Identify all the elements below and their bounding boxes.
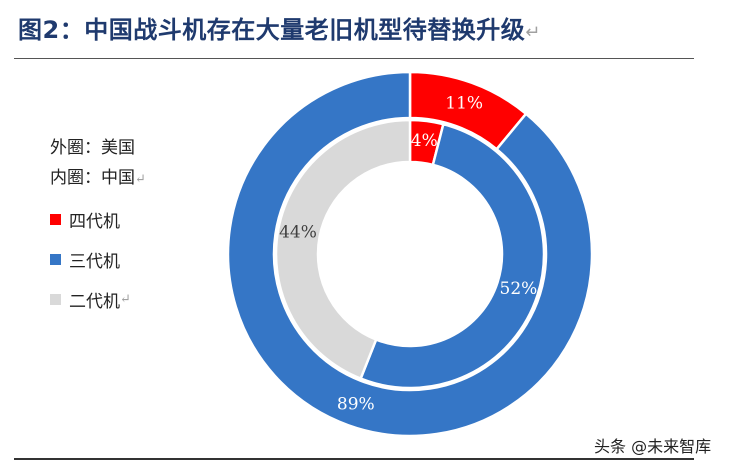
page-title: 图2：中国战斗机存在大量老旧机型待替换升级↵ xyxy=(18,16,541,44)
legend-outer-note: 外圈：美国 xyxy=(50,138,135,158)
bottom-divider xyxy=(14,458,694,460)
inner-ring-slice-gen2 xyxy=(274,118,412,380)
inner-ring-label-gen4: 4% xyxy=(411,131,438,151)
legend-item-gen2: 二代机 ↵ xyxy=(50,287,131,312)
watermark: 头条 @未来智库 xyxy=(594,437,712,456)
outer-ring-slice-gen3 xyxy=(226,70,594,438)
legend-swatch-gen2 xyxy=(50,294,61,305)
title-divider xyxy=(14,58,694,59)
legend-label-gen4: 四代机 xyxy=(69,212,120,232)
inner-ring-label-gen2: 44% xyxy=(279,223,317,243)
legend-item-gen3: 三代机 xyxy=(50,247,120,272)
legend-swatch-gen3 xyxy=(50,254,61,265)
outer-ring-label-gen4: 11% xyxy=(445,93,483,113)
outer-ring-label-gen3: 89% xyxy=(337,395,375,415)
legend-label-gen3: 三代机 xyxy=(69,252,120,272)
legend-label-gen2: 二代机 xyxy=(69,292,120,312)
inner-ring-slice-gen3 xyxy=(359,122,546,390)
legend-item-gen4: 四代机 xyxy=(50,207,120,232)
legend-inner-note: 内圈：中国↵ xyxy=(50,168,146,188)
legend-swatch-gen4 xyxy=(50,214,61,225)
inner-ring-label-gen3: 52% xyxy=(500,279,538,299)
